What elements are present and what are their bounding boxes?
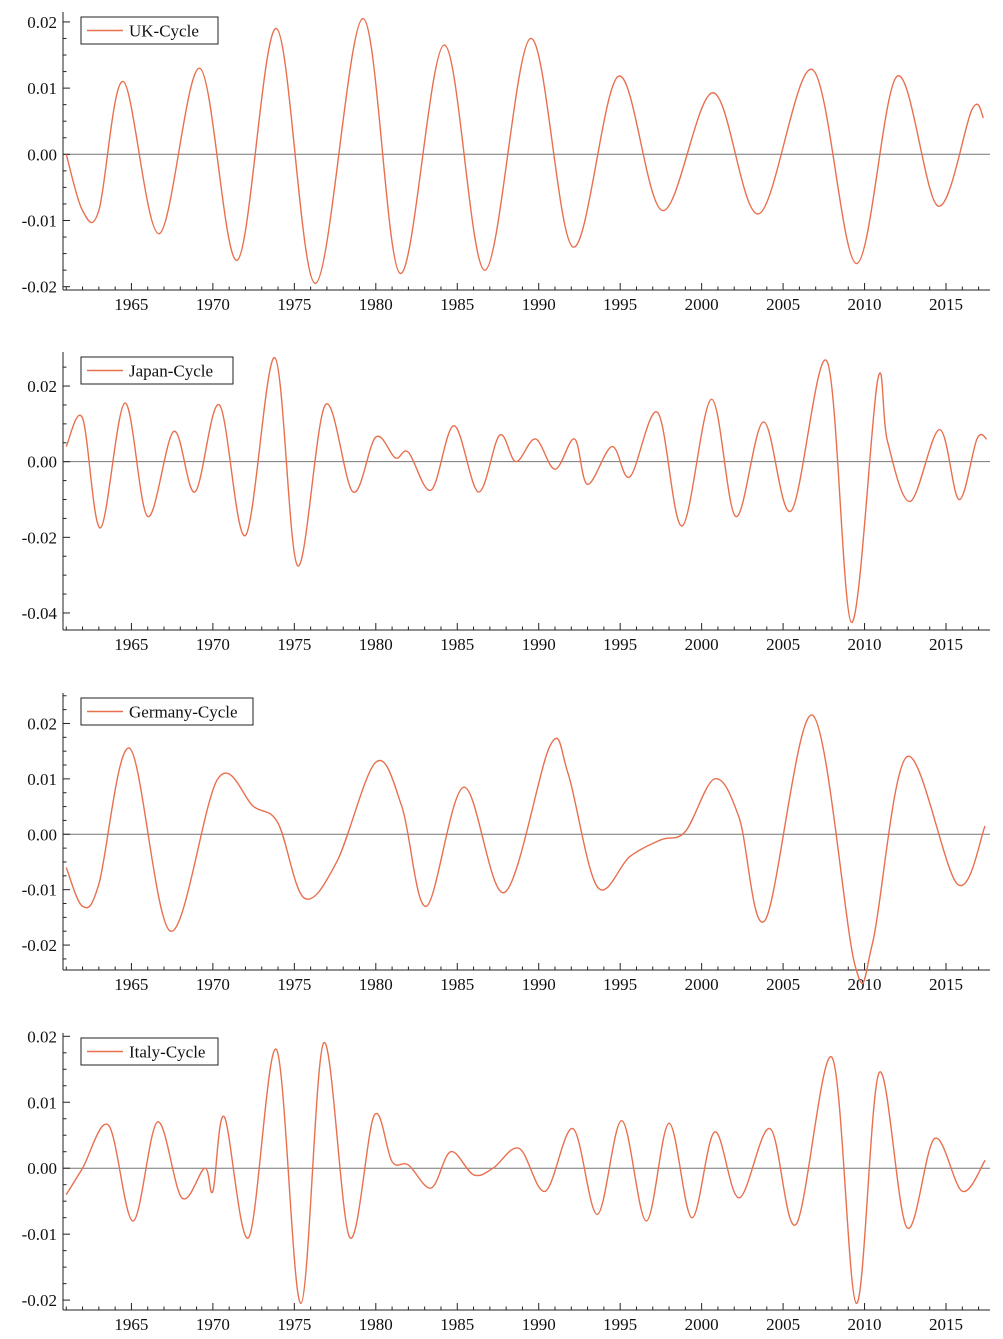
series-line-italy (65, 1042, 986, 1305)
x-tick-label: 2005 (766, 1315, 800, 1334)
chart-panel-germany: 1965 1970 1975 1980 1985 1990 1995 2000 2005 2010… (22, 693, 990, 994)
y-tick-label: 0.02 (27, 714, 57, 733)
x-tick-label: 2005 (766, 295, 800, 314)
x-tick-label: 2000 (685, 1315, 719, 1334)
x-tick-label: 1975 (277, 295, 311, 314)
x-tick-label: 1995 (603, 635, 637, 654)
x-tick-label: 1990 (522, 635, 556, 654)
x-tick-label: 1965 (114, 295, 148, 314)
x-tick-label: 1985 (440, 635, 474, 654)
y-tick-label: -0.04 (22, 604, 58, 623)
x-tick-label: 2000 (685, 635, 719, 654)
x-tick-label: 2010 (848, 975, 882, 994)
y-tick-label: -0.01 (22, 1225, 57, 1244)
y-tick-label: -0.02 (22, 278, 57, 297)
x-tick-label: 1970 (196, 1315, 230, 1334)
x-tick-label: 1970 (196, 295, 230, 314)
x-tick-label: 2005 (766, 635, 800, 654)
x-tick-label: 2010 (848, 1315, 882, 1334)
x-tick-label: 1980 (359, 635, 393, 654)
x-tick-label: 2015 (929, 295, 963, 314)
x-tick-label: 1975 (277, 975, 311, 994)
y-tick-label: 0.00 (27, 1159, 57, 1178)
x-tick-label: 1965 (114, 1315, 148, 1334)
chart-panel-japan: 1965 1970 1975 1980 1985 1990 1995 2000 2005 2010… (22, 352, 990, 654)
y-tick-label: 0.01 (27, 1093, 57, 1112)
x-tick-label: 1995 (603, 1315, 637, 1334)
legend-label: Germany-Cycle (129, 703, 238, 722)
x-tick-label: 2005 (766, 975, 800, 994)
y-tick-label: 0.01 (27, 79, 57, 98)
x-tick-label: 1980 (359, 975, 393, 994)
chart-panel-uk: 1965 1970 1975 1980 1985 1990 1995 2000 2005 2010… (22, 12, 990, 314)
x-tick-label: 1985 (440, 295, 474, 314)
x-tick-label: 1965 (114, 975, 148, 994)
x-tick-label: 1970 (196, 975, 230, 994)
x-tick-label: 1980 (359, 1315, 393, 1334)
x-tick-label: 2000 (685, 975, 719, 994)
x-tick-label: 1985 (440, 975, 474, 994)
series-line-uk (65, 17, 985, 285)
y-tick-label: 0.00 (27, 825, 57, 844)
x-tick-label: 1985 (440, 1315, 474, 1334)
chart-panel-italy: 1965 1970 1975 1980 1985 1990 1995 2000 2005 2010… (22, 1027, 990, 1334)
x-tick-label: 1990 (522, 295, 556, 314)
y-tick-label: 0.02 (27, 1027, 57, 1046)
y-tick-label: -0.02 (22, 528, 57, 547)
x-tick-label: 1970 (196, 635, 230, 654)
y-tick-label: 0.02 (27, 377, 57, 396)
x-tick-label: 2015 (929, 635, 963, 654)
y-tick-label: 0.00 (27, 145, 57, 164)
y-tick-label: -0.01 (22, 212, 57, 231)
legend-label: Japan-Cycle (129, 362, 213, 381)
x-tick-label: 1975 (277, 1315, 311, 1334)
x-tick-label: 1995 (603, 975, 637, 994)
y-tick-label: 0.01 (27, 770, 57, 789)
y-tick-label: 0.02 (27, 13, 57, 32)
x-tick-label: 2015 (929, 975, 963, 994)
series-line-germany (65, 714, 986, 984)
x-tick-label: 1990 (522, 975, 556, 994)
y-tick-label: 0.00 (27, 453, 57, 472)
x-tick-label: 2015 (929, 1315, 963, 1334)
y-tick-label: -0.01 (22, 881, 57, 900)
x-tick-label: 1995 (603, 295, 637, 314)
legend-label: Italy-Cycle (129, 1043, 205, 1062)
x-tick-label: 2000 (685, 295, 719, 314)
y-tick-label: -0.02 (22, 1291, 57, 1310)
legend-label: UK-Cycle (129, 22, 199, 41)
x-tick-label: 1975 (277, 635, 311, 654)
x-tick-label: 2010 (848, 295, 882, 314)
series-line-japan (65, 356, 988, 624)
x-tick-label: 1980 (359, 295, 393, 314)
y-tick-label: -0.02 (22, 936, 57, 955)
x-tick-label: 1965 (114, 635, 148, 654)
x-tick-label: 1990 (522, 1315, 556, 1334)
x-tick-label: 2010 (848, 635, 882, 654)
